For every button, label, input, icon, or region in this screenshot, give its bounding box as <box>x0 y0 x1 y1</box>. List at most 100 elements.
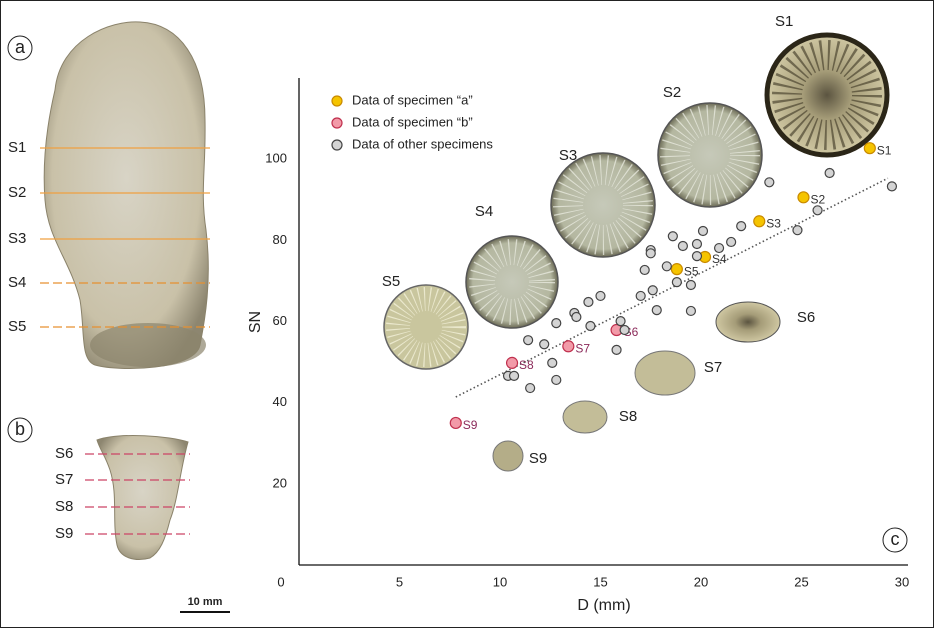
point <box>691 238 703 250</box>
panel-label: a <box>15 37 26 57</box>
point <box>595 290 606 302</box>
point <box>639 264 650 276</box>
point <box>797 191 810 204</box>
point <box>685 279 697 291</box>
x-tick-label: 25 <box>794 574 808 589</box>
point <box>547 357 558 368</box>
point <box>792 225 803 236</box>
section-label: S2 <box>663 84 681 101</box>
x-tick-label: 5 <box>396 574 403 589</box>
legend-label: Data of specimen “a” <box>352 92 473 107</box>
section-label: S5 <box>382 273 400 290</box>
point <box>863 142 876 155</box>
x-tick-label: 30 <box>895 574 909 589</box>
section-label: S7 <box>704 359 722 376</box>
point <box>886 181 898 192</box>
point <box>667 231 678 242</box>
point-label: S9 <box>463 418 478 432</box>
point <box>753 215 766 228</box>
section-label: S6 <box>797 309 815 326</box>
point <box>508 370 520 381</box>
point <box>647 285 658 296</box>
point <box>824 167 835 179</box>
point <box>525 382 536 394</box>
point <box>691 251 703 262</box>
point <box>645 248 656 259</box>
point-label: S3 <box>766 216 781 230</box>
point <box>764 177 775 188</box>
legend-marker <box>331 139 343 151</box>
point <box>562 340 575 353</box>
point <box>539 339 550 350</box>
point <box>583 296 594 308</box>
point-label: S8 <box>519 358 534 372</box>
point <box>661 261 672 272</box>
point-label: S7 <box>575 341 590 355</box>
section-label: S9 <box>55 525 73 542</box>
x-tick-label: 10 <box>493 574 507 589</box>
section-label: S5 <box>8 318 26 335</box>
section-label: S3 <box>559 147 577 164</box>
point-label: S2 <box>810 192 825 206</box>
section-label: S4 <box>8 274 26 291</box>
point <box>651 305 662 316</box>
y-tick-label: 100 <box>265 151 287 166</box>
section-label: S6 <box>55 445 73 462</box>
x-tick-label: 20 <box>694 574 708 589</box>
panel-circle <box>882 527 908 553</box>
x-tick-label: 0 <box>277 574 284 589</box>
point <box>726 236 737 248</box>
section-label: S1 <box>775 13 793 30</box>
point-label: S5 <box>684 264 699 278</box>
point <box>697 225 709 237</box>
point <box>736 221 747 232</box>
point <box>551 318 562 329</box>
section-label: S2 <box>8 184 26 201</box>
legend-label: Data of other specimens <box>352 136 493 151</box>
specimen-b: b S6 S7 S8 S9 <box>7 417 190 560</box>
point <box>585 320 596 332</box>
point <box>713 242 725 254</box>
section-label: S8 <box>55 498 73 515</box>
panel-label: c <box>891 529 900 549</box>
specimen-a: a S1 S2 S3 S4 S5 <box>7 21 210 369</box>
legend-label: Data of specimen “b” <box>352 114 473 129</box>
point <box>635 290 646 302</box>
panel-label: b <box>15 419 25 439</box>
point <box>670 263 683 276</box>
point <box>685 305 697 317</box>
section-label: S7 <box>55 471 73 488</box>
point-label: S1 <box>877 143 892 157</box>
point <box>611 344 622 356</box>
x-tick-label: 15 <box>593 574 607 589</box>
point <box>449 416 462 430</box>
point <box>615 315 626 327</box>
section-label: S3 <box>8 230 26 247</box>
panel-circle <box>7 35 33 61</box>
section-label: S8 <box>619 408 637 425</box>
section-label: S4 <box>475 203 493 220</box>
point <box>812 205 823 216</box>
plot-area: 0 5 10 15 20 25 30 20 40 60 80 100 S1 S2 S3 S4 S5 S6 S7 S8 S… <box>265 78 909 589</box>
point <box>677 240 688 252</box>
point <box>619 324 630 336</box>
panel-circle <box>7 417 33 443</box>
point-label: S4 <box>712 252 727 266</box>
section-label: S9 <box>529 450 547 467</box>
y-axis-label: SN <box>247 311 264 333</box>
point <box>505 356 519 369</box>
point <box>551 374 562 386</box>
trend-line <box>455 177 889 398</box>
section-label: S1 <box>8 139 26 156</box>
x-axis-label: D (mm) <box>577 597 630 614</box>
legend-marker <box>331 117 343 129</box>
legend-marker <box>331 95 343 107</box>
point <box>671 277 682 288</box>
scale-label: 10 mm <box>188 596 223 608</box>
y-tick-label: 40 <box>273 394 287 409</box>
point <box>523 335 534 346</box>
point <box>571 311 582 323</box>
y-tick-label: 60 <box>273 313 287 328</box>
